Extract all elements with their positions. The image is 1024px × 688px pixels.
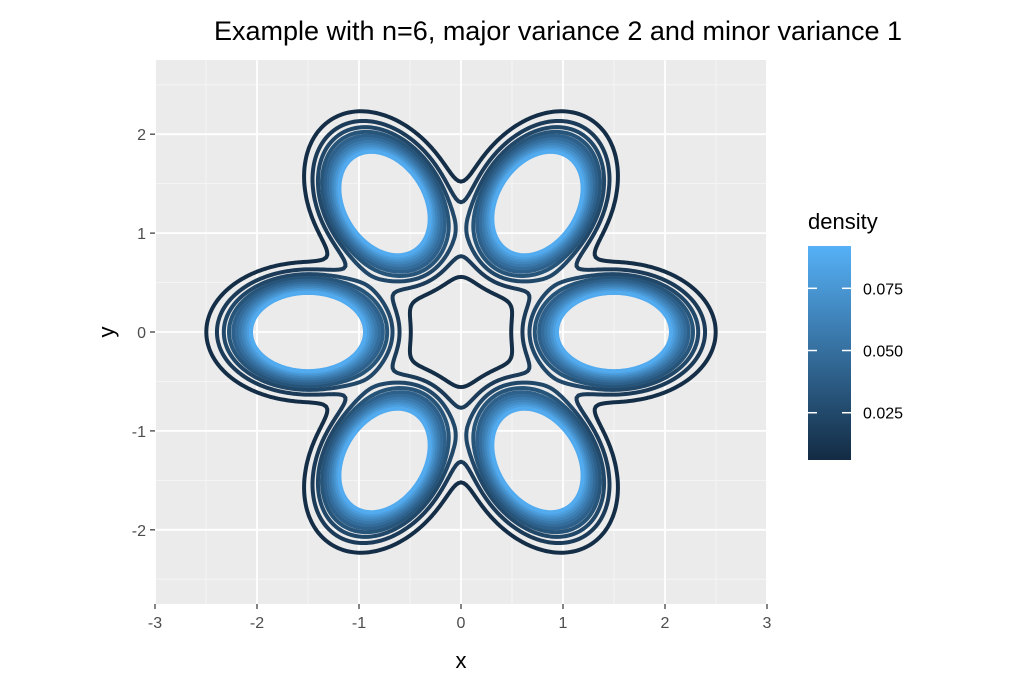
legend: density 0.025 0.050 0.075 xyxy=(808,209,903,460)
chart-title: Example with n=6, major variance 2 and m… xyxy=(214,16,902,46)
x-axis: -3 -2 -1 0 1 2 3 xyxy=(148,604,772,632)
grid-major xyxy=(154,60,768,604)
contour-lines xyxy=(204,109,718,555)
y-tick-label: 1 xyxy=(137,226,146,243)
contour-level xyxy=(204,109,718,555)
legend-tick-label: 0.025 xyxy=(863,406,903,423)
y-tick-label: -1 xyxy=(132,424,146,441)
y-axis-title: y xyxy=(94,327,119,338)
contour-level xyxy=(244,145,678,519)
x-tick-label: 2 xyxy=(661,615,670,632)
x-tick-label: -3 xyxy=(148,615,162,632)
contour-level xyxy=(231,133,691,531)
y-tick-label: -2 xyxy=(132,523,146,540)
contour-level xyxy=(214,118,708,546)
legend-colorbar xyxy=(808,246,851,460)
x-tick-label: 1 xyxy=(559,615,568,632)
contour-level xyxy=(238,140,684,524)
x-tick-label: -1 xyxy=(352,615,366,632)
x-tick-label: 3 xyxy=(763,615,772,632)
legend-title: density xyxy=(808,209,878,234)
legend-ticks: 0.025 0.050 0.075 xyxy=(808,281,903,423)
y-tick-label: 0 xyxy=(137,325,146,342)
legend-tick-label: 0.050 xyxy=(863,344,903,361)
y-tick-label: 2 xyxy=(137,127,146,144)
contour-level xyxy=(248,149,674,515)
contour-level xyxy=(227,129,695,535)
x-tick-label: 0 xyxy=(457,615,466,632)
y-axis: -2 -1 0 1 2 xyxy=(132,127,155,540)
legend-tick-label: 0.075 xyxy=(863,281,903,298)
contour-level xyxy=(221,125,701,539)
x-axis-title: x xyxy=(456,648,467,673)
x-tick-label: -2 xyxy=(250,615,264,632)
contour-level xyxy=(235,137,687,527)
